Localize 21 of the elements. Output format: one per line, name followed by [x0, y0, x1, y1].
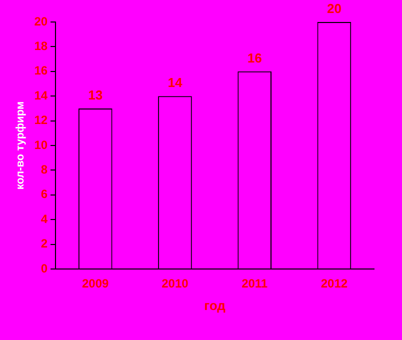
data-label: 16	[247, 50, 262, 66]
y-tick-label: 20	[34, 14, 48, 28]
y-tick-label: 10	[34, 138, 48, 152]
y-tick-label: 12	[34, 113, 48, 128]
y-tick-label: 0	[40, 261, 48, 276]
x-tick-label: 2010	[162, 276, 189, 291]
y-tick-label: 18	[34, 39, 48, 54]
x-axis-title: год	[204, 298, 226, 313]
y-tick-label: 2	[40, 236, 48, 251]
y-axis-title: кол-во турфирм	[14, 101, 27, 190]
y-tick-label: 16	[34, 64, 48, 78]
y-tick-label: 8	[40, 162, 48, 177]
x-tick-label: 2011	[242, 276, 268, 291]
y-tick-label: 4	[40, 212, 48, 226]
data-label: 13	[88, 88, 103, 103]
x-tick-label: 2009	[82, 276, 110, 291]
data-label: 14	[168, 75, 183, 90]
data-label: 20	[326, 1, 342, 16]
y-tick-label: 6	[40, 187, 48, 202]
x-tick-label: 2012	[320, 276, 348, 291]
y-tick-label: 14	[34, 88, 48, 102]
